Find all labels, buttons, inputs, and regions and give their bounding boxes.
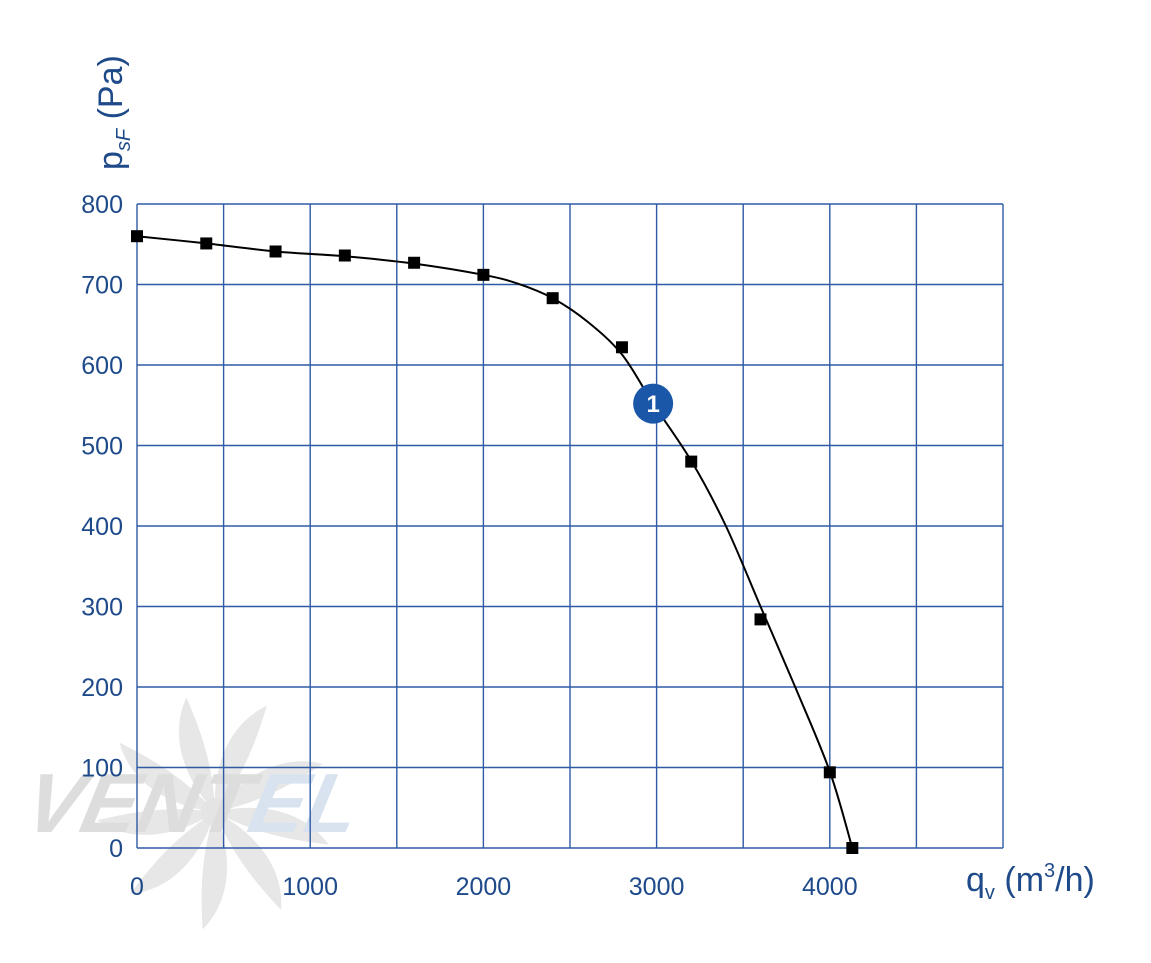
y-tick-label: 100 bbox=[81, 755, 123, 783]
y-tick-label: 800 bbox=[81, 191, 123, 219]
x-tick-label: 4000 bbox=[802, 873, 858, 901]
data-point bbox=[754, 613, 767, 626]
fan-blade bbox=[129, 812, 215, 895]
data-point bbox=[477, 268, 490, 281]
x-tick-label: 2000 bbox=[456, 873, 512, 901]
y-tick-labels: 0 100 200 300 400 500 600 700 800 bbox=[81, 191, 123, 863]
x-tick-label: 1000 bbox=[282, 873, 338, 901]
fan-blade bbox=[178, 697, 215, 812]
x-tick-label: 3000 bbox=[629, 873, 685, 901]
operating-point-marker: 1 bbox=[633, 383, 674, 424]
y-axis-label-main: p bbox=[92, 151, 130, 170]
fan-blade bbox=[214, 705, 267, 812]
performance-curve bbox=[136, 235, 854, 849]
y-tick-label: 700 bbox=[81, 272, 123, 300]
x-axis-label-main: q bbox=[966, 861, 985, 899]
watermark-text-el: EL bbox=[241, 756, 368, 850]
svg-text:VENTEL: VENTEL bbox=[17, 756, 368, 850]
data-point bbox=[823, 766, 836, 779]
x-axis-label-unit-open: (m bbox=[995, 861, 1044, 899]
data-point bbox=[131, 230, 143, 243]
watermark-text-vent: VENT bbox=[17, 756, 267, 850]
fan-blade bbox=[97, 809, 215, 835]
x-tick-label: 0 bbox=[130, 873, 144, 901]
y-axis-label: psF (Pa) bbox=[92, 55, 135, 170]
data-point bbox=[615, 341, 628, 354]
fan-icon bbox=[97, 697, 329, 930]
data-point bbox=[269, 245, 282, 258]
y-tick-label: 600 bbox=[81, 352, 123, 380]
y-tick-label: 200 bbox=[81, 674, 123, 702]
data-point bbox=[338, 249, 351, 262]
x-axis-label-unit-close: /h) bbox=[1055, 861, 1095, 899]
data-point bbox=[408, 256, 421, 269]
watermark: VENTEL bbox=[17, 697, 369, 930]
fan-blade bbox=[119, 742, 215, 812]
y-axis-label-unit: (Pa) bbox=[92, 55, 130, 129]
grid bbox=[136, 203, 1004, 849]
y-tick-label: 0 bbox=[109, 835, 123, 863]
data-point bbox=[546, 292, 559, 305]
y-tick-label: 300 bbox=[81, 594, 123, 622]
y-tick-label: 400 bbox=[81, 513, 123, 541]
data-point bbox=[846, 842, 859, 854]
operating-point-label: 1 bbox=[646, 391, 659, 418]
fan-blade bbox=[201, 812, 227, 930]
data-point bbox=[200, 237, 213, 250]
fan-blade bbox=[215, 807, 329, 845]
x-axis-label-sub: v bbox=[985, 882, 995, 904]
fan-blade bbox=[215, 761, 323, 812]
fan-blade bbox=[215, 812, 282, 911]
x-axis-label: qv (m3/h) bbox=[966, 860, 1095, 904]
x-axis-label-unit-sup: 3 bbox=[1044, 860, 1055, 882]
y-tick-label: 500 bbox=[81, 433, 123, 461]
data-markers bbox=[131, 230, 859, 854]
x-tick-labels: 0 1000 2000 3000 4000 bbox=[130, 873, 858, 901]
y-axis-label-sub: sF bbox=[113, 127, 135, 151]
fan-hub bbox=[201, 798, 229, 826]
data-point bbox=[685, 455, 698, 468]
